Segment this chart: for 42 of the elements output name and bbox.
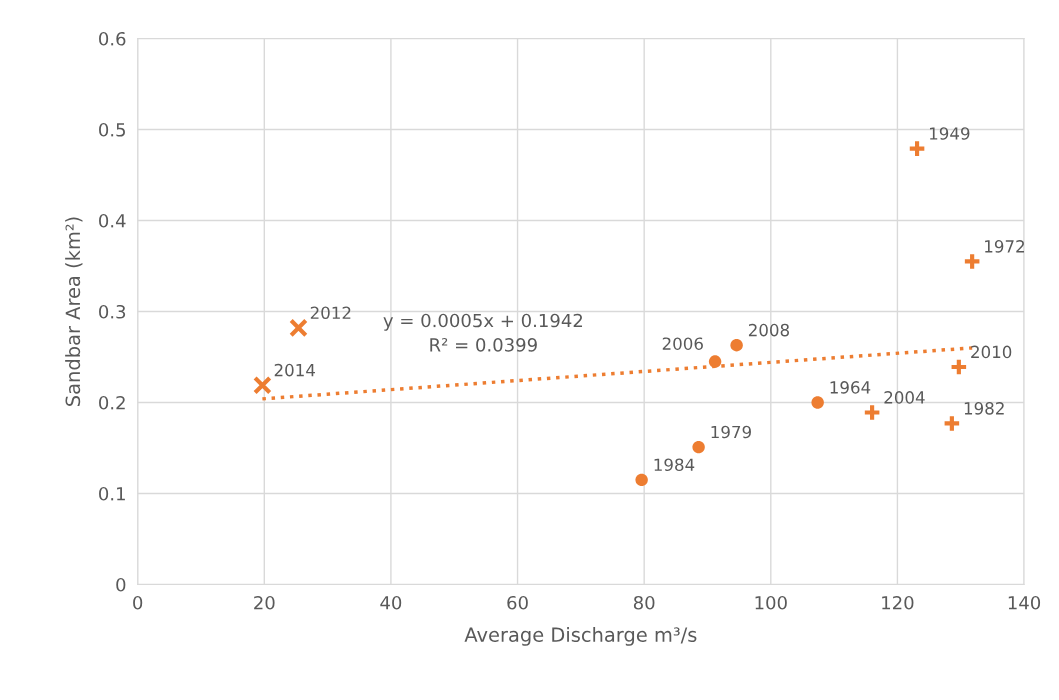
annotation: 1984 — [654, 458, 695, 472]
point — [708, 355, 722, 368]
annotation: 1982 — [964, 402, 1004, 415]
annotation: 2010 — [971, 345, 1012, 359]
annotation: 1972 — [985, 240, 1024, 253]
y-tick-label: 0.3 — [99, 304, 126, 319]
annotation: 2012 — [310, 306, 351, 320]
annotation: 2014 — [274, 363, 315, 377]
y-tick-label: 0 — [116, 577, 126, 592]
annotation: 1964 — [830, 381, 871, 394]
y-tick-label: 0.5 — [99, 122, 125, 137]
x-tick-label: 20 — [254, 595, 275, 610]
x-tick-label: 140 — [1008, 595, 1041, 610]
point — [692, 440, 705, 454]
y-axis-title: Sandbar Area (km²) — [65, 217, 83, 406]
point — [253, 375, 272, 395]
point — [635, 473, 648, 487]
point — [862, 403, 882, 422]
x-tick-label: 60 — [507, 595, 528, 610]
point — [949, 357, 969, 377]
x-tick-label: 120 — [882, 595, 914, 610]
x-tick-label: 100 — [755, 595, 787, 610]
annotation: y = 0.0005x + 0.1942 R² = 0.0399 — [383, 313, 583, 352]
annotation: 2008 — [748, 323, 789, 337]
y-tick-label: 0.6 — [99, 31, 126, 46]
x-axis-title: Average Discharge m³/s — [464, 626, 697, 646]
point — [289, 318, 308, 338]
y-tick-label: 0.1 — [99, 486, 125, 501]
y-tick-label: 0.2 — [99, 395, 125, 410]
point — [730, 338, 743, 352]
point — [811, 396, 824, 409]
annotation: 1949 — [930, 127, 970, 140]
annotation: 1979 — [711, 425, 751, 439]
x-tick-label: 0 — [133, 595, 143, 610]
point — [942, 414, 962, 433]
annotation: 2006 — [662, 337, 703, 350]
annotation: 2004 — [884, 391, 925, 404]
x-tick-label: 40 — [380, 595, 402, 610]
point — [962, 252, 982, 271]
point — [907, 139, 927, 158]
x-tick-label: 80 — [633, 595, 655, 610]
y-tick-label: 0.4 — [99, 213, 126, 228]
